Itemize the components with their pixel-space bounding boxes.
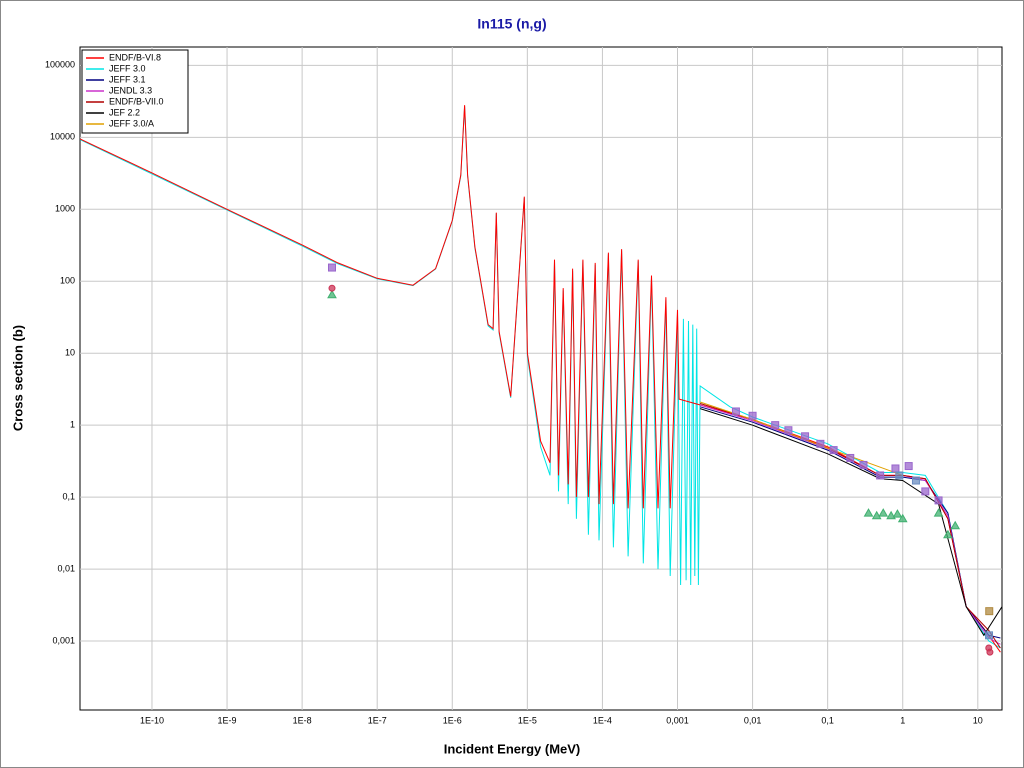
y-tick-label: 0,01 bbox=[57, 563, 75, 573]
data-point bbox=[943, 529, 953, 539]
y-tick-label: 1000 bbox=[55, 204, 75, 214]
legend-label: JEF 2.2 bbox=[109, 107, 140, 117]
legend-label: JEFF 3.0/A bbox=[109, 118, 154, 128]
grid bbox=[80, 47, 1002, 710]
lines bbox=[80, 105, 1002, 656]
legend-label: ENDF/B-VI.8 bbox=[109, 52, 161, 62]
x-tick-label: 1E-8 bbox=[293, 715, 312, 725]
data-point bbox=[748, 411, 757, 420]
x-axis-label: Incident Energy (MeV) bbox=[444, 741, 581, 756]
legend-label: JEFF 3.0 bbox=[109, 63, 146, 73]
y-tick-label: 0,1 bbox=[62, 491, 75, 501]
data-point bbox=[986, 648, 994, 656]
y-tick-label: 100 bbox=[60, 276, 75, 286]
data-point bbox=[829, 446, 838, 455]
x-tick-label: 0,001 bbox=[666, 715, 689, 725]
x-tick-label: 1E-4 bbox=[593, 715, 612, 725]
data-point bbox=[892, 509, 903, 518]
data-point bbox=[328, 284, 336, 292]
data-point bbox=[895, 471, 904, 480]
data-point bbox=[950, 520, 961, 530]
data-point bbox=[784, 426, 793, 435]
plot-area bbox=[79, 46, 1003, 711]
data-point bbox=[801, 432, 810, 441]
data-point bbox=[934, 496, 943, 505]
y-tick-label: 1 bbox=[70, 420, 75, 430]
x-tick-label: 1E-10 bbox=[140, 715, 164, 725]
data-point bbox=[904, 462, 913, 471]
data-point bbox=[731, 407, 740, 416]
x-tick-label: 1E-7 bbox=[368, 715, 387, 725]
data-point bbox=[921, 487, 930, 496]
chart-title: In115 (n,g) bbox=[477, 16, 546, 32]
y-tick-label: 10 bbox=[65, 348, 75, 358]
x-tick-label: 0,1 bbox=[821, 715, 834, 725]
data-point bbox=[891, 464, 900, 473]
legend-label: ENDF/B-VII.0 bbox=[109, 96, 164, 106]
data-point bbox=[816, 439, 825, 448]
y-tick-label: 100000 bbox=[45, 60, 75, 70]
data-point bbox=[985, 631, 994, 640]
data-point bbox=[859, 460, 868, 469]
data-point bbox=[878, 508, 889, 517]
data-point bbox=[871, 510, 882, 520]
data-point bbox=[327, 289, 337, 299]
x-tick-label: 1E-9 bbox=[218, 715, 237, 725]
data-point bbox=[846, 453, 855, 462]
data-point bbox=[327, 263, 336, 272]
series-line bbox=[699, 408, 1002, 637]
data-point bbox=[911, 476, 920, 485]
data-point bbox=[933, 508, 944, 517]
x-tick-label: 1E-5 bbox=[518, 715, 537, 725]
legend-label: JENDL 3.3 bbox=[109, 85, 152, 95]
data-point bbox=[876, 471, 885, 480]
y-tick-label: 10000 bbox=[50, 132, 75, 142]
x-tick-label: 0,01 bbox=[744, 715, 762, 725]
legend-label: JEFF 3.1 bbox=[109, 74, 146, 84]
y-axis-label: Cross section (b) bbox=[10, 325, 25, 431]
x-tick-label: 10 bbox=[973, 715, 983, 725]
x-tick-label: 1 bbox=[900, 715, 905, 725]
data-point bbox=[863, 508, 874, 517]
y-tick-label: 0,001 bbox=[52, 635, 75, 645]
data-point bbox=[771, 421, 780, 430]
x-tick-label: 1E-6 bbox=[443, 715, 462, 725]
data-point bbox=[897, 513, 908, 523]
data-point bbox=[985, 607, 994, 616]
